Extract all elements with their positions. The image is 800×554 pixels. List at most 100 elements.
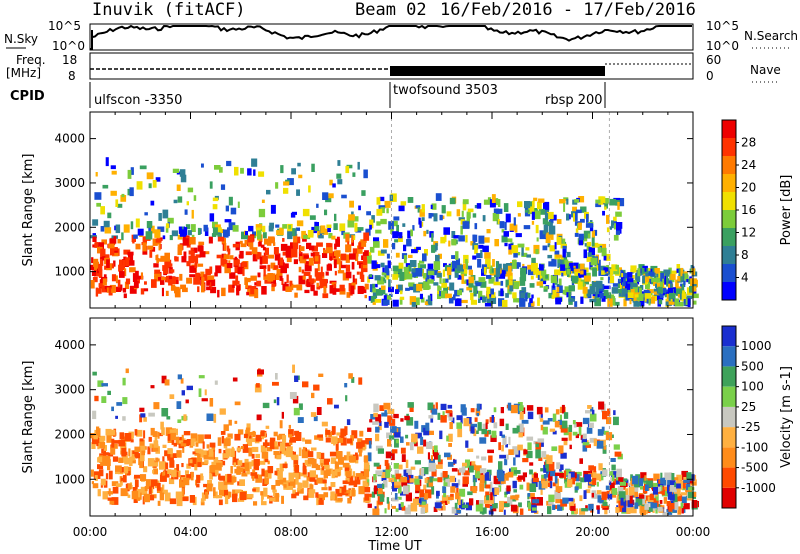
data-cell [653, 482, 658, 490]
data-cell [393, 463, 399, 469]
data-cell [223, 438, 231, 447]
data-cell [101, 448, 104, 454]
data-cell [556, 286, 560, 293]
data-cell [541, 481, 548, 489]
data-cell [111, 438, 115, 448]
data-cell [139, 407, 145, 412]
data-cell [326, 247, 333, 254]
data-cell [330, 457, 337, 464]
data-cell [495, 268, 501, 277]
data-cell [214, 272, 218, 277]
data-cell [127, 169, 132, 179]
data-cell [111, 247, 118, 251]
data-cell [622, 269, 626, 274]
data-cell [101, 383, 108, 387]
data-cell [179, 479, 182, 488]
data-cell [540, 486, 543, 495]
data-cell [329, 251, 334, 260]
data-cell [292, 228, 296, 237]
data-cell [201, 398, 208, 402]
data-cell [597, 440, 601, 448]
data-cell [158, 242, 161, 251]
data-cell [513, 457, 516, 466]
data-cell [529, 462, 534, 466]
data-cell [345, 470, 351, 478]
data-cell [554, 420, 560, 428]
data-cell [292, 395, 299, 404]
data-cell [288, 225, 291, 229]
data-cell [659, 500, 663, 504]
data-cell [672, 509, 677, 513]
data-cell [657, 282, 663, 288]
data-cell [296, 220, 304, 227]
data-cell [689, 474, 695, 481]
data-cell [446, 267, 452, 276]
nsky-label: N.Sky [4, 32, 38, 46]
data-cell [545, 235, 551, 243]
data-cell [509, 275, 513, 280]
data-cell [518, 475, 524, 480]
data-cell [560, 452, 567, 459]
data-cell [291, 493, 297, 499]
data-cell [202, 251, 210, 255]
data-cell [563, 412, 569, 419]
data-cell [438, 506, 446, 511]
data-cell [662, 511, 668, 516]
data-cell [471, 486, 477, 494]
data-cell [570, 296, 576, 300]
data-cell [671, 473, 675, 480]
data-cell [444, 234, 447, 242]
data-cell [314, 256, 319, 262]
data-cell [498, 268, 503, 276]
data-cell [234, 433, 241, 441]
data-cell [154, 273, 161, 277]
data-cell [433, 450, 438, 457]
data-cell [238, 266, 243, 274]
data-cell [251, 446, 259, 453]
data-cell [293, 471, 299, 478]
data-cell [554, 490, 561, 500]
data-cell [422, 273, 427, 279]
data-cell [303, 271, 311, 276]
data-cell [317, 230, 320, 238]
data-cell [373, 462, 380, 467]
data-cell [491, 487, 497, 497]
data-cell [98, 263, 103, 271]
data-cell [203, 274, 208, 278]
data-cell [457, 428, 463, 438]
data-cell [254, 289, 259, 299]
data-cell [547, 506, 552, 515]
data-cell [501, 235, 508, 243]
data-cell [311, 447, 317, 451]
data-cell [676, 264, 681, 273]
data-cell [445, 278, 449, 283]
data-cell [415, 205, 421, 209]
data-cell [490, 435, 497, 442]
data-cell [255, 224, 262, 230]
data-cell [542, 218, 549, 225]
data-cell [474, 417, 478, 422]
data-cell [393, 413, 399, 419]
data-cell [491, 194, 496, 203]
data-cell [405, 287, 410, 291]
data-cell [112, 486, 119, 494]
colorbar-segment [722, 326, 736, 347]
data-cell [613, 216, 617, 222]
data-cell [528, 502, 532, 509]
data-cell [315, 492, 319, 498]
data-cell [339, 261, 343, 268]
data-cell [358, 486, 365, 495]
data-cell [275, 224, 280, 228]
data-cell [590, 257, 598, 266]
data-cell [316, 452, 321, 459]
data-cell [470, 423, 477, 428]
data-cell [505, 213, 511, 223]
data-cell [325, 465, 328, 475]
data-cell [613, 410, 616, 416]
data-cell [352, 274, 355, 283]
data-cell [549, 428, 556, 432]
data-cell [384, 459, 389, 466]
data-cell [127, 251, 134, 256]
colorbar-tick-label: 500 [741, 359, 764, 373]
data-cell [488, 277, 495, 284]
